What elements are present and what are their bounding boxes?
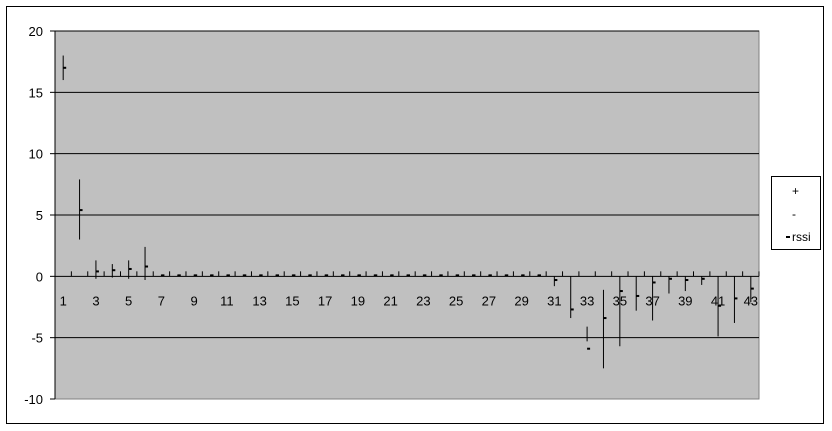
rssi-marker xyxy=(79,209,83,212)
rssi-marker xyxy=(668,277,672,280)
rssi-marker xyxy=(226,274,230,277)
rssi-marker xyxy=(718,304,722,307)
x-tick-label: 7 xyxy=(158,293,165,308)
legend-item-plus: + xyxy=(772,183,820,199)
rssi-marker xyxy=(276,274,280,277)
gridlines xyxy=(55,30,759,339)
rssi-marker xyxy=(685,279,689,282)
rssi-marker xyxy=(390,274,394,277)
rssi-marker xyxy=(505,274,509,277)
rssi-marker xyxy=(537,274,541,277)
rssi-marker xyxy=(652,281,656,284)
rssi-marker xyxy=(210,274,214,277)
x-tick-label: 25 xyxy=(449,293,463,308)
x-tick-label: 11 xyxy=(220,293,234,308)
x-tick-label: 21 xyxy=(383,293,397,308)
rssi-marker xyxy=(341,274,345,277)
legend-label-minus: - xyxy=(792,207,796,221)
x-tick-label: 39 xyxy=(678,293,692,308)
rssi-marker xyxy=(194,274,198,277)
rssi-marker xyxy=(570,308,574,311)
x-tick-label: 43 xyxy=(744,293,758,308)
rssi-marker xyxy=(112,269,116,272)
y-tick-label: 20 xyxy=(29,24,43,39)
rssi-marker xyxy=(488,274,492,277)
rssi-marker xyxy=(734,297,738,300)
rssi-marker xyxy=(292,274,296,277)
legend-item-minus: - xyxy=(772,206,820,222)
x-tick-label: 15 xyxy=(285,293,299,308)
legend-item-rssi: rssi xyxy=(772,229,820,245)
rssi-marker xyxy=(750,287,754,290)
rssi-marker xyxy=(603,317,607,320)
x-tick-label: 1 xyxy=(60,293,67,308)
y-tick-label: 15 xyxy=(29,85,43,100)
x-tick-label: 31 xyxy=(547,293,561,308)
rssi-marker xyxy=(554,279,558,282)
y-tick-label: -10 xyxy=(24,392,43,407)
legend-label-plus: + xyxy=(792,184,800,198)
rssi-marker xyxy=(95,270,99,273)
rssi-marker xyxy=(456,274,460,277)
rssi-marker xyxy=(357,274,361,277)
y-tick-label: 0 xyxy=(36,269,43,284)
x-tick-label: 29 xyxy=(514,293,528,308)
x-tick-label: 35 xyxy=(613,293,627,308)
rssi-marker xyxy=(521,274,525,277)
rssi-marker xyxy=(308,274,312,277)
x-tick-label: 33 xyxy=(580,293,594,308)
y-tick-label: -5 xyxy=(31,331,43,346)
x-tick-label: 19 xyxy=(351,293,365,308)
x-tick-label: 27 xyxy=(482,293,496,308)
rssi-marker xyxy=(243,274,247,277)
rssi-marker xyxy=(439,274,443,277)
axes xyxy=(50,30,760,400)
rssi-marker xyxy=(619,290,623,293)
x-tick-label: 5 xyxy=(125,293,132,308)
rssi-marker xyxy=(259,274,263,277)
x-tick-label: 41 xyxy=(711,293,725,308)
legend-key-rssi xyxy=(786,236,790,238)
x-tick-label: 37 xyxy=(645,293,659,308)
legend-label-rssi: rssi xyxy=(792,230,811,244)
rssi-marker xyxy=(636,294,640,297)
legend: + - rssi xyxy=(771,176,821,250)
y-tick-label: 5 xyxy=(36,208,43,223)
rssi-marker xyxy=(472,274,476,277)
x-tick-label: 3 xyxy=(92,293,99,308)
x-tick-label: 17 xyxy=(318,293,332,308)
rssi-marker xyxy=(407,274,410,277)
rssi-marker xyxy=(145,265,149,268)
x-tick-label: 23 xyxy=(416,293,430,308)
rssi-marker xyxy=(325,274,329,277)
rssi-marker xyxy=(128,267,132,270)
rssi-marker xyxy=(161,274,165,277)
data-series xyxy=(62,55,754,369)
x-tick-label: 9 xyxy=(191,293,198,308)
rssi-marker xyxy=(587,347,591,350)
rssi-marker xyxy=(177,274,181,277)
rssi-marker xyxy=(423,274,427,277)
x-tick-label: 13 xyxy=(252,293,266,308)
rssi-marker xyxy=(701,277,705,280)
rssi-marker xyxy=(374,274,378,277)
y-tick-label: 10 xyxy=(29,147,43,162)
rssi-marker xyxy=(63,66,67,69)
